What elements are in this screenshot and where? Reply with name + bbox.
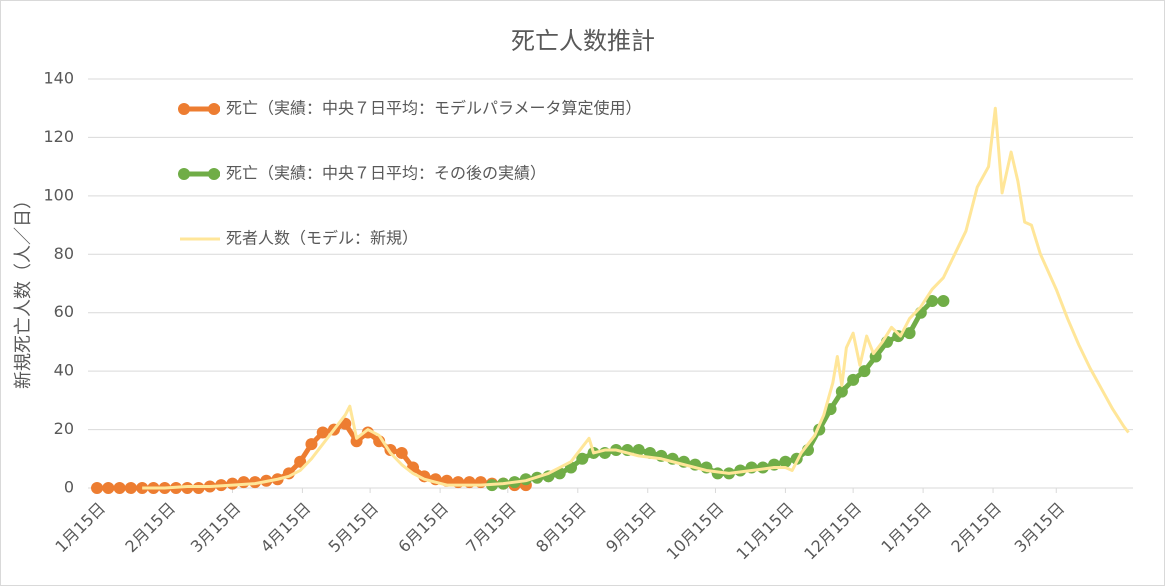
data-point [632,444,645,457]
data-point [350,435,363,448]
data-point [903,327,916,340]
y-tick-label: 60 [54,302,74,321]
data-point [847,373,860,386]
data-point [102,482,115,494]
data-point [926,295,939,308]
y-tick-label: 100 [43,185,74,204]
legend-label: 死亡（実績：中央７日平均：その後の実績） [226,164,546,183]
y-tick-label: 120 [43,127,74,146]
y-tick-label: 140 [43,69,74,88]
legend-marker [178,103,190,115]
data-point [937,295,950,308]
y-tick-label: 20 [54,419,74,438]
data-point [858,365,871,378]
data-point [576,452,589,465]
legend-label: 死亡（実績：中央７日平均：モデルパラメータ算定使用） [226,99,642,118]
legend-marker [208,103,220,115]
y-tick-label: 80 [54,244,74,263]
legend-marker [208,168,220,180]
chart-title: 死亡人数推計 [511,27,655,55]
series-line [142,106,1130,490]
data-point [124,482,137,494]
y-tick-label: 0 [64,478,74,497]
data-point [779,455,792,468]
legend-label: 死者人数（モデル：新規） [226,229,418,248]
data-point [294,455,307,468]
data-point [835,385,848,398]
y-axis-label: 新規死亡人数（人／日） [13,191,34,389]
data-point [237,476,250,489]
data-point [91,482,104,494]
y-tick-label: 40 [54,361,74,380]
data-point [113,482,126,494]
data-point [305,438,318,451]
data-point [316,426,329,439]
legend-marker [178,168,190,180]
data-point [395,446,408,459]
